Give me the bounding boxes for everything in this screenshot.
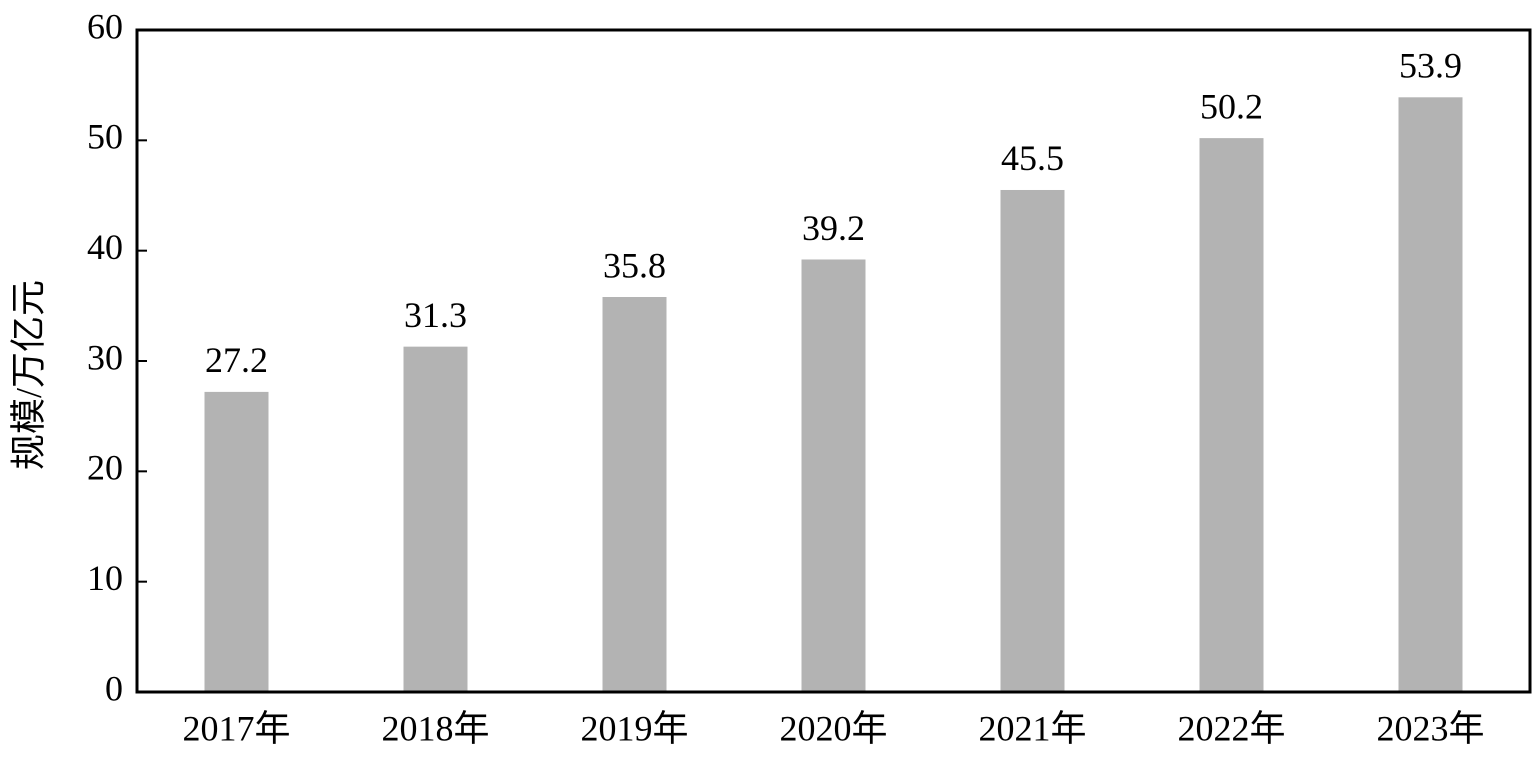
- plot-frame: [135, 28, 1532, 694]
- x-tick-label: 2018年: [381, 708, 489, 748]
- bar: [602, 297, 667, 692]
- x-tick-label: 2021年: [978, 708, 1086, 748]
- y-tick-label: 30: [87, 337, 123, 377]
- data-label: 35.8: [603, 245, 666, 285]
- y-tick-label: 20: [87, 448, 123, 488]
- y-tick-label: 10: [87, 558, 123, 598]
- data-label: 45.5: [1001, 138, 1064, 178]
- data-label: 53.9: [1399, 46, 1462, 86]
- y-axis-label: 规模/万亿元: [8, 280, 48, 470]
- x-tick-label: 2017年: [182, 708, 290, 748]
- data-label: 39.2: [802, 208, 865, 248]
- y-tick-label: 0: [105, 668, 123, 708]
- bar: [204, 391, 269, 692]
- data-label: 50.2: [1200, 86, 1263, 126]
- bar: [403, 346, 468, 692]
- data-label: 31.3: [404, 295, 467, 335]
- x-tick-label: 2019年: [580, 708, 688, 748]
- y-tick-label: 40: [87, 227, 123, 267]
- x-tick-label: 2020年: [779, 708, 887, 748]
- y-tick-label: 60: [87, 6, 123, 46]
- data-label: 27.2: [205, 340, 268, 380]
- x-tick-label: 2022年: [1177, 708, 1285, 748]
- x-tick-label: 2023年: [1376, 708, 1484, 748]
- bar: [1000, 189, 1065, 692]
- y-tick-label: 50: [87, 117, 123, 157]
- bar: [801, 259, 866, 692]
- bar: [1398, 97, 1463, 692]
- bar: [1199, 138, 1264, 693]
